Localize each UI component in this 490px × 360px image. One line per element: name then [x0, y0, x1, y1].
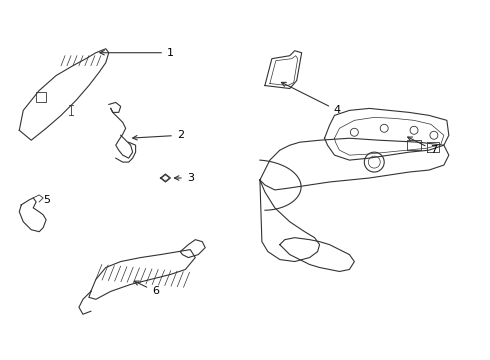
Text: 5: 5: [43, 195, 50, 205]
Text: 4: 4: [281, 82, 341, 116]
Text: 1: 1: [100, 48, 174, 58]
Text: 6: 6: [134, 281, 159, 296]
Text: 7: 7: [408, 137, 438, 155]
Text: 2: 2: [133, 130, 184, 140]
Text: 3: 3: [174, 173, 194, 183]
